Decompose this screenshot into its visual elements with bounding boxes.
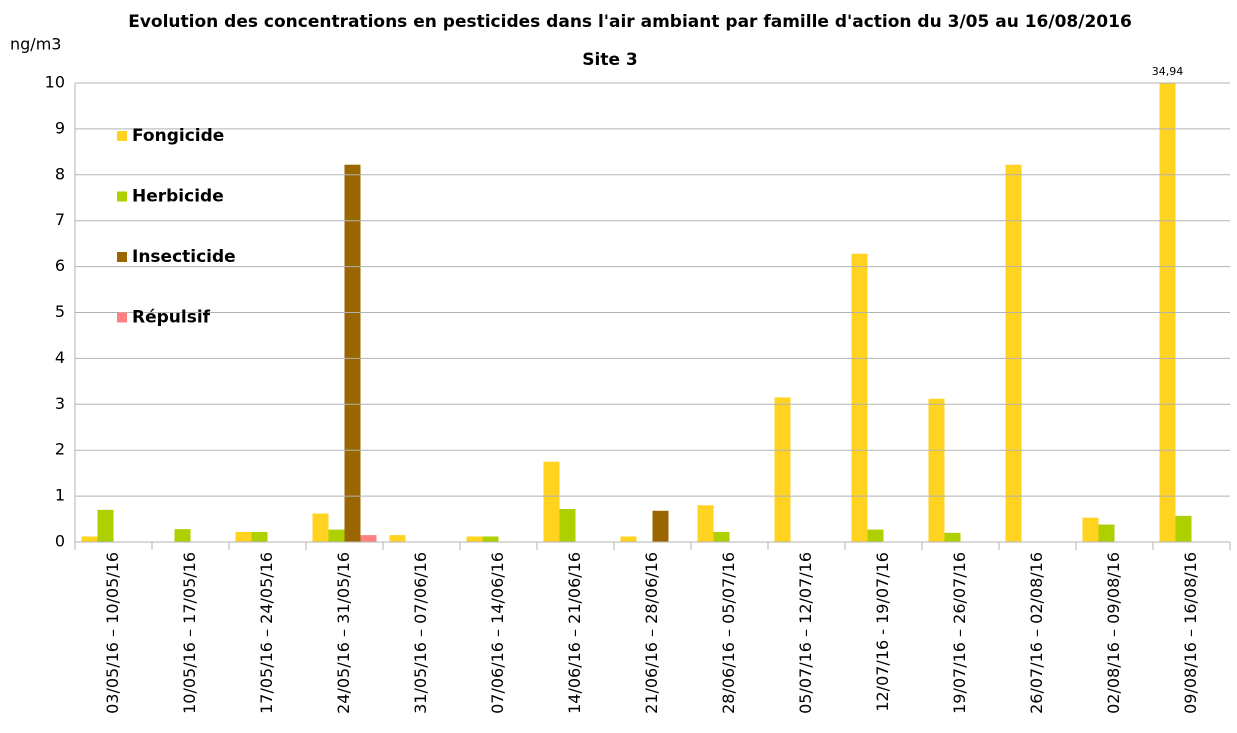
bar: [174, 529, 191, 542]
y-tick-label: 5: [55, 302, 65, 321]
bar: [81, 536, 98, 542]
chart-title: Evolution des concentrations en pesticid…: [128, 12, 1132, 32]
y-tick-label: 4: [55, 348, 65, 367]
bar: [851, 253, 868, 543]
x-tick-label: 05/07/16 – 12/07/16: [796, 552, 815, 714]
bar: [328, 529, 345, 542]
bar: [944, 532, 961, 542]
bar: [559, 508, 576, 542]
bar: [312, 513, 329, 542]
bar: [867, 529, 884, 542]
y-axis-label: ng/m3: [10, 35, 61, 54]
legend-label: Répulsif: [132, 308, 211, 328]
legend-swatch: [117, 131, 127, 141]
bar: [360, 535, 377, 542]
bar: [713, 531, 730, 542]
y-tick-label: 1: [55, 486, 65, 505]
y-tick-label: 8: [55, 164, 65, 183]
bar: [543, 461, 560, 542]
x-tick-label: 24/05/16 – 31/05/16: [334, 552, 353, 714]
x-tick-label: 19/07/16 – 26/07/16: [950, 552, 969, 714]
y-tick-label: 3: [55, 394, 65, 413]
legend-label: Fongicide: [132, 126, 224, 146]
y-tick-label: 0: [55, 532, 65, 551]
bar: [1175, 515, 1192, 542]
bar: [697, 505, 714, 542]
bar: [482, 536, 499, 542]
bar: [1082, 517, 1099, 542]
data-label: 34,94: [1152, 65, 1184, 78]
x-tick-label: 03/05/16 – 10/05/16: [103, 552, 122, 714]
x-tick-label: 21/06/16 – 28/06/16: [642, 552, 661, 714]
y-tick-label: 10: [45, 73, 65, 92]
legend-swatch: [117, 252, 127, 262]
y-tick-label: 2: [55, 440, 65, 459]
x-tick-label: 31/05/16 – 07/06/16: [411, 552, 430, 714]
bar: [1005, 164, 1022, 542]
legend-label: Herbicide: [132, 187, 224, 207]
bar: [389, 535, 406, 542]
bar: [466, 536, 483, 542]
plot-area: [81, 83, 1192, 543]
legend-swatch: [117, 312, 127, 323]
x-tick-label: 09/08/16 – 16/08/16: [1181, 552, 1200, 714]
legend-label: Insecticide: [132, 247, 236, 267]
bar: [235, 531, 252, 542]
x-tick-label: 28/06/16 – 05/07/16: [719, 552, 738, 714]
x-tick-label: 07/06/16 – 14/06/16: [488, 552, 507, 714]
x-tick-label: 14/06/16 – 21/06/16: [565, 552, 584, 714]
legend-swatch: [117, 191, 127, 202]
bar: [97, 509, 114, 542]
bar: [928, 398, 945, 542]
bar: [1159, 83, 1176, 542]
x-tick-label: 17/05/16 – 24/05/16: [257, 552, 276, 714]
bar: [774, 397, 791, 542]
bar: [1098, 524, 1115, 542]
bar: [251, 531, 268, 542]
x-tick-label: 02/08/16 – 09/08/16: [1104, 552, 1123, 714]
y-tick-label: 9: [55, 118, 65, 137]
bar: [652, 510, 669, 542]
bar: [344, 164, 361, 542]
x-tick-label: 12/07/16 - 19/07/16: [873, 552, 892, 712]
y-tick-label: 6: [55, 256, 65, 275]
y-tick-label: 7: [55, 210, 65, 229]
chart-subtitle: Site 3: [582, 50, 637, 70]
x-tick-label: 10/05/16 – 17/05/16: [180, 552, 199, 714]
x-tick-label: 26/07/16 – 02/08/16: [1027, 552, 1046, 714]
bar: [620, 536, 637, 542]
